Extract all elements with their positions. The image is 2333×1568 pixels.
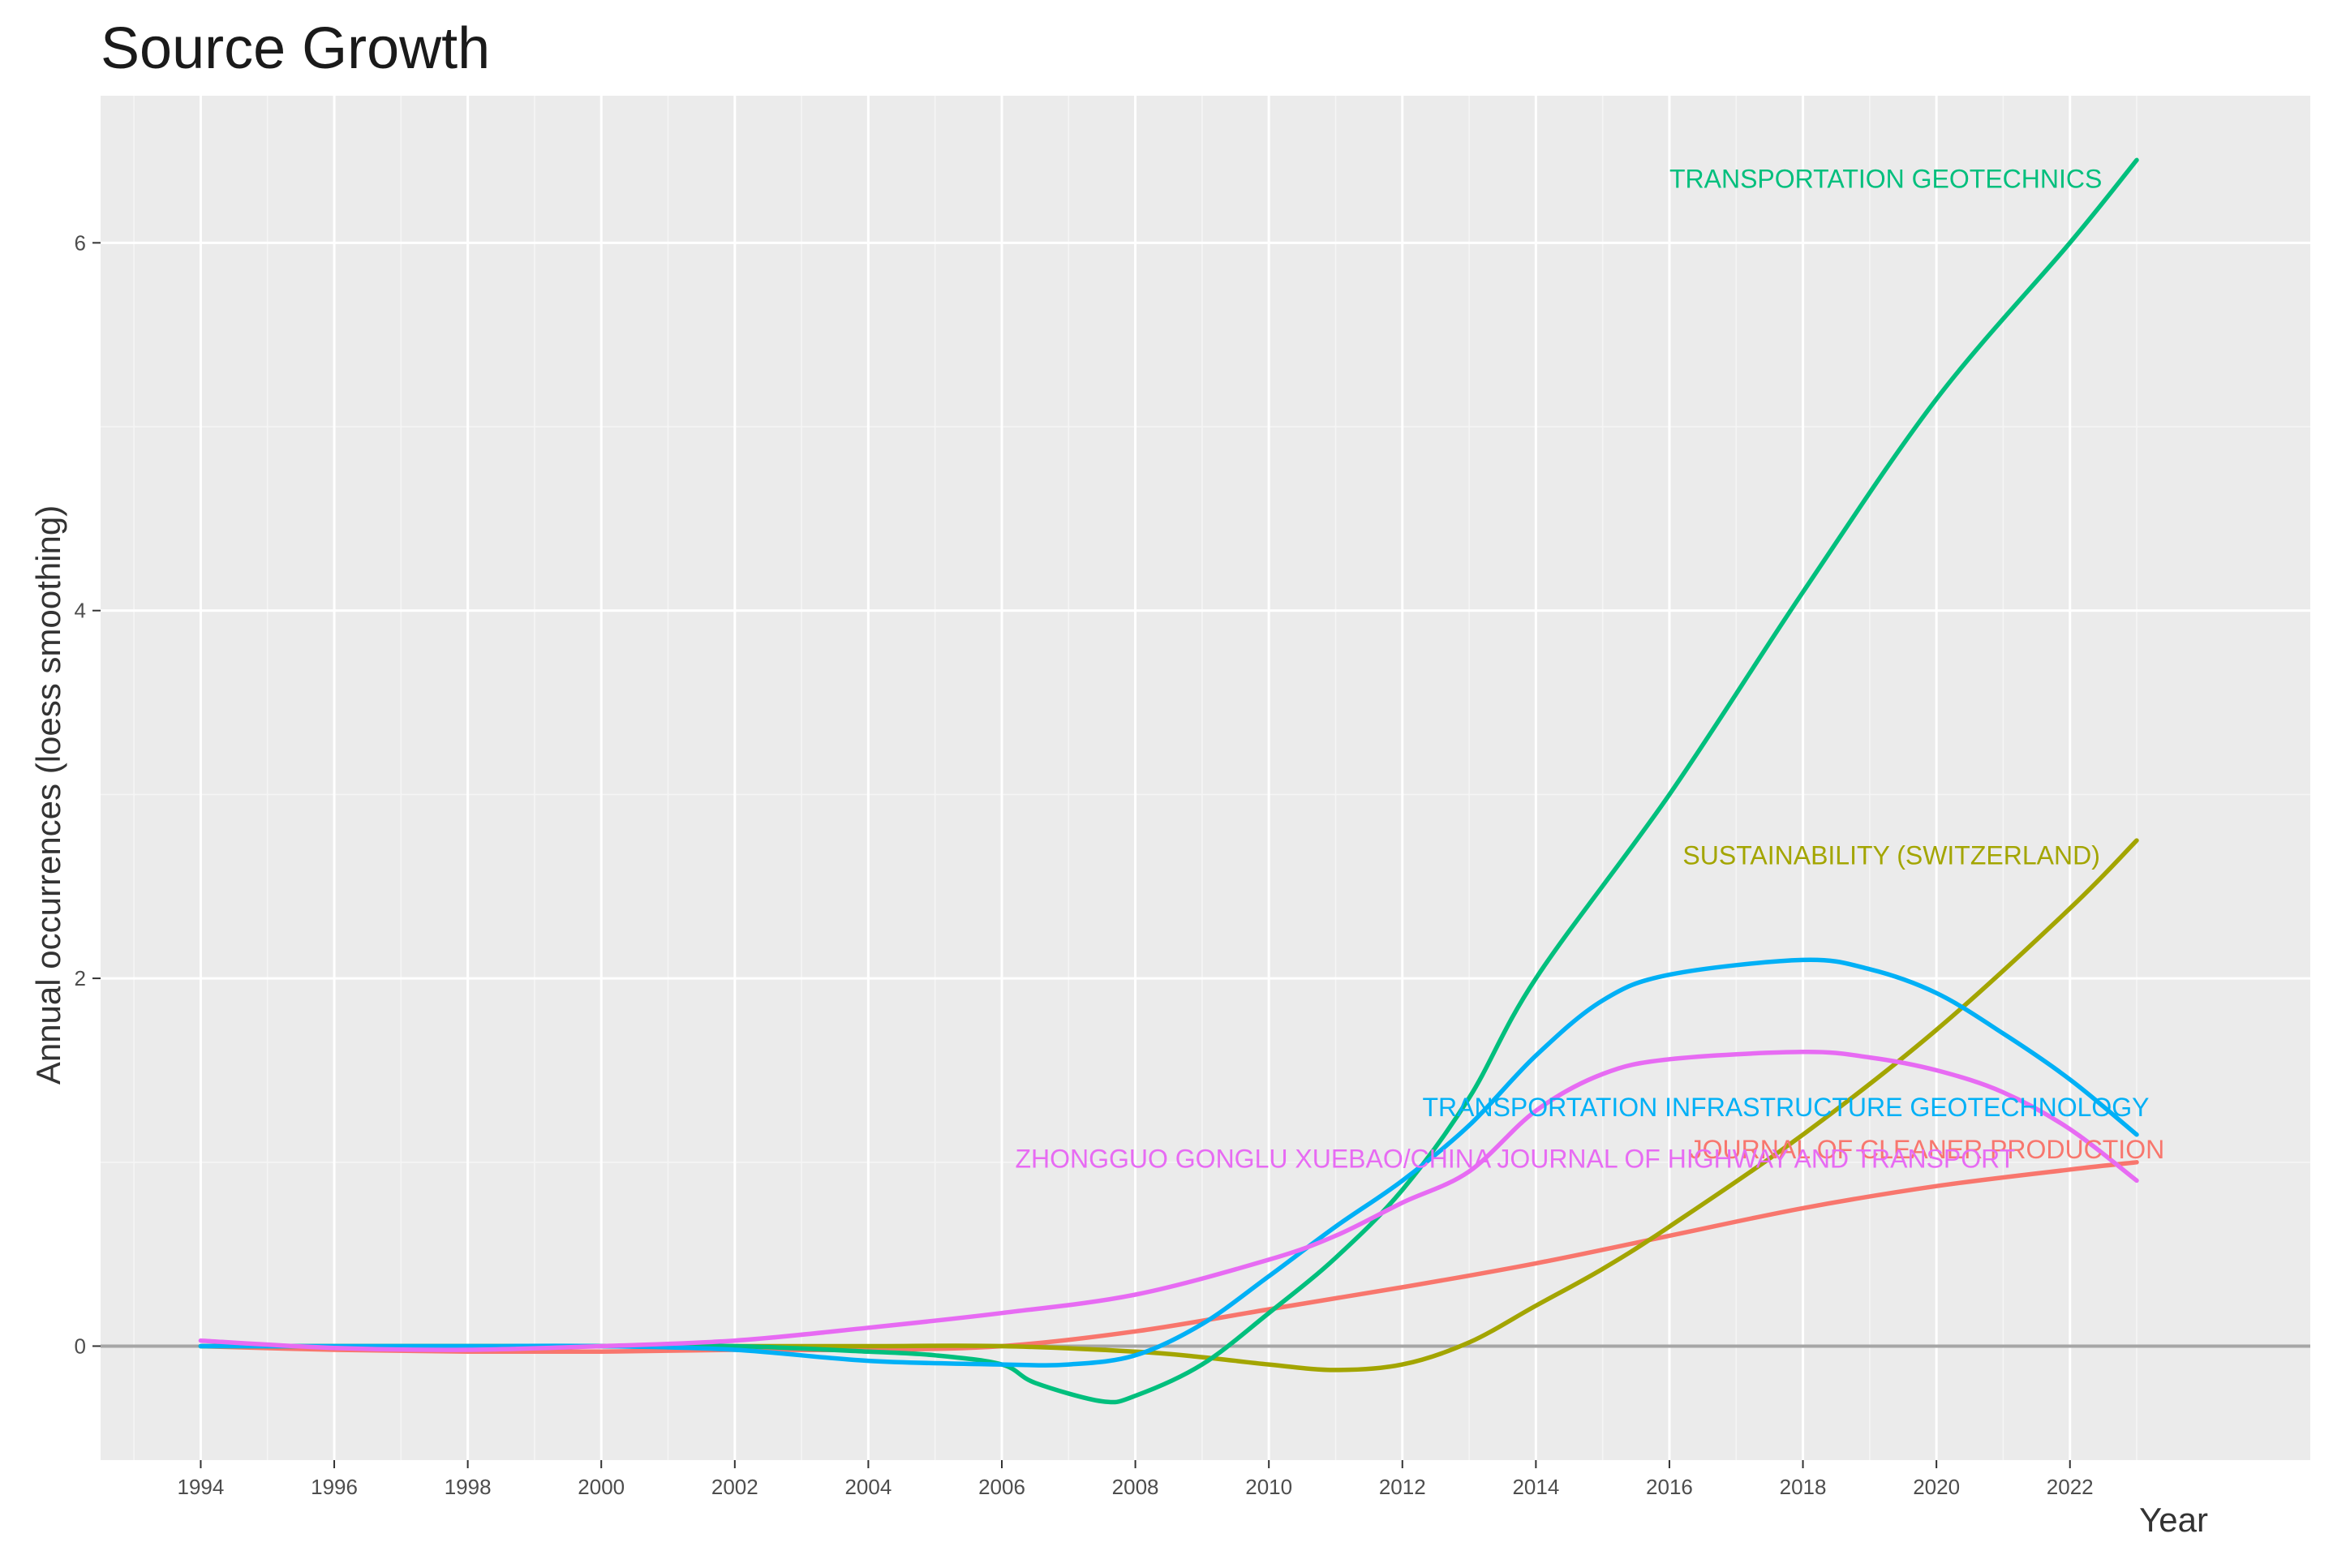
x-tick-label: 2008 xyxy=(1112,1475,1159,1499)
series-label-2: TRANSPORTATION INFRASTRUCTURE GEOTECHNOL… xyxy=(1422,1093,2149,1122)
y-axis-title: Annual occurrences (loess smoothing) xyxy=(29,505,67,1085)
major-gridlines xyxy=(101,96,2310,1460)
x-tick-label: 2022 xyxy=(2047,1475,2094,1499)
series-label-3: JOURNAL OF CLEANER PRODUCTION xyxy=(1690,1135,2165,1164)
y-tick-label: 6 xyxy=(75,230,86,255)
x-tick-label: 1998 xyxy=(445,1475,492,1499)
x-tick-label: 2006 xyxy=(978,1475,1025,1499)
series-label-0: TRANSPORTATION GEOTECHNICS xyxy=(1669,164,2102,193)
x-tick-label: 2000 xyxy=(578,1475,625,1499)
y-tick-label: 0 xyxy=(75,1334,86,1358)
x-tick-label: 2020 xyxy=(1913,1475,1960,1499)
plot-panel xyxy=(101,96,2310,1460)
series-label-1: SUSTAINABILITY (SWITZERLAND) xyxy=(1682,841,2099,870)
x-tick-label: 1994 xyxy=(178,1475,225,1499)
x-axis-ticks: 1994 1996 1998 2000 2002 2004 2006 2008 2010 2012… xyxy=(178,1460,2094,1499)
x-tick-label: 2010 xyxy=(1245,1475,1292,1499)
x-tick-label: 2004 xyxy=(844,1475,892,1499)
chart-title: Source Growth xyxy=(101,16,490,81)
series-lines xyxy=(198,157,2139,1405)
x-tick-label: 2014 xyxy=(1512,1475,1559,1499)
x-tick-label: 2018 xyxy=(1780,1475,1827,1499)
series-labels: TRANSPORTATION GEOTECHNICS SUSTAINABILITY… xyxy=(1015,164,2164,1173)
series-label-4: ZHONGGUO GONGLU XUEBAO/CHINA JOURNAL OF … xyxy=(1015,1145,2015,1174)
y-tick-label: 2 xyxy=(75,966,86,990)
y-tick-label: 4 xyxy=(75,599,86,623)
x-tick-label: 2012 xyxy=(1379,1475,1426,1499)
series-line-4 xyxy=(198,1050,2139,1352)
x-tick-label: 2016 xyxy=(1646,1475,1693,1499)
y-axis-ticks: 0 2 4 6 xyxy=(75,230,101,1358)
x-axis-title: Year xyxy=(2139,1501,2208,1539)
x-tick-label: 2002 xyxy=(711,1475,758,1499)
x-tick-label: 1996 xyxy=(311,1475,358,1499)
series-line-0 xyxy=(198,1160,2139,1355)
